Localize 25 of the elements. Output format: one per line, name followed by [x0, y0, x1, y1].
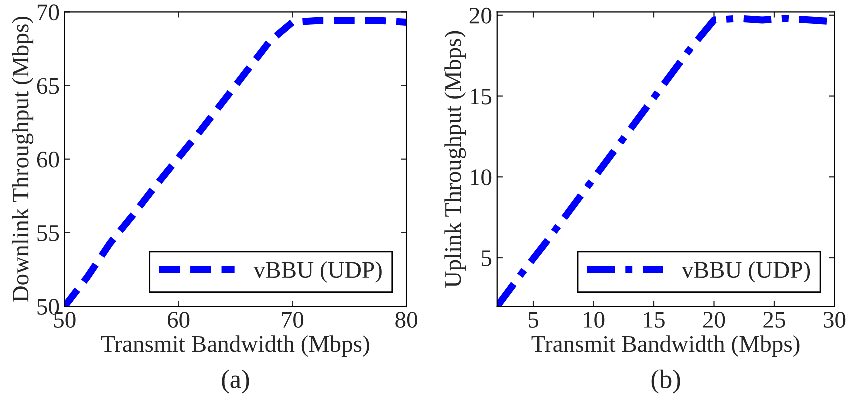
x-tick-label: 20 [703, 312, 726, 328]
legend-label: vBBU (UDP) [254, 262, 382, 283]
x-tick-label: 60 [168, 312, 190, 328]
x-axis-title: Transmit Bandwidth (Mbps) [532, 336, 800, 357]
x-tick-label: 5 [528, 312, 538, 328]
y-tick-label: 5 [482, 250, 492, 266]
y-tick-label: 20 [470, 8, 492, 24]
x-tick-label: 30 [824, 312, 846, 328]
x-tick-label: 15 [644, 312, 665, 328]
y-axis-title: Downlink Throughput (Mbps) [12, 16, 34, 302]
y-axis-title: Uplink Throughput (Mbps) [444, 31, 466, 288]
legend-label: vBBU (UDP) [682, 262, 810, 283]
y-tick-label: 65 [37, 78, 60, 94]
x-tick-label: 80 [396, 312, 418, 328]
x-tick-label: 70 [282, 312, 304, 328]
y-tick-label: 60 [37, 152, 60, 168]
x-tick-label: 25 [764, 312, 786, 328]
x-axis-title: Transmit Bandwidth (Mbps) [101, 336, 370, 357]
y-tick-label: 10 [470, 170, 492, 186]
text: (a) [222, 370, 250, 394]
x-tick-label: 10 [584, 312, 605, 328]
y-tick-label: 70 [38, 4, 60, 21]
text: (b) [652, 370, 680, 394]
y-tick-label: 55 [38, 226, 60, 242]
y-tick-label: 15 [470, 88, 492, 105]
